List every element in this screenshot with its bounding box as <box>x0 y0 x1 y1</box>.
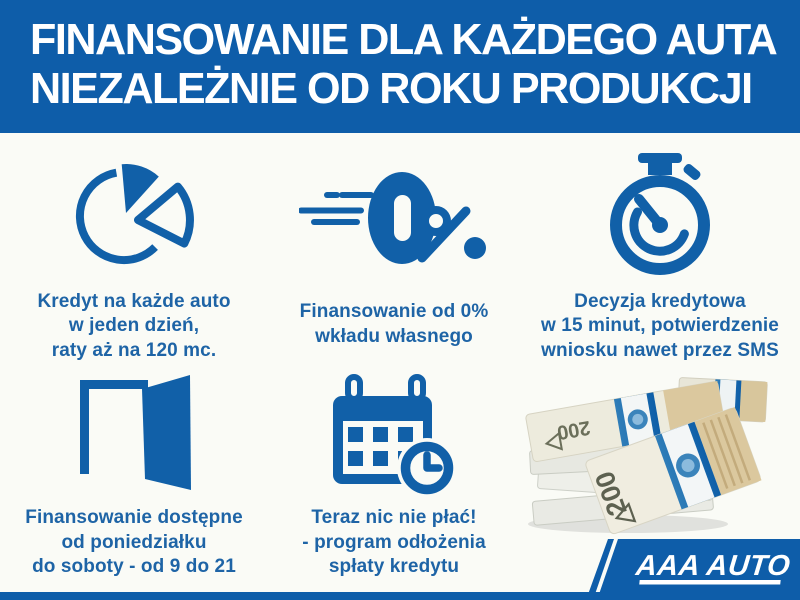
zero-percent-icon <box>299 145 489 297</box>
feature-availability: Finansowanie dostępne od poniedziałku do… <box>0 363 268 592</box>
feature-zero-percent: Finansowanie od 0% wkładu własnego <box>268 133 520 363</box>
banknote-bundle-front: 200 <box>585 406 762 535</box>
logo-underline <box>639 580 781 585</box>
logo-text: AAA AUTO <box>633 550 792 582</box>
calendar-clock-icon <box>330 367 458 503</box>
feature-decision: Decyzja kredytowa w 15 minut, potwierdze… <box>520 133 800 363</box>
feature-caption: Kredyt na każde auto w jeden dzień, raty… <box>37 290 231 361</box>
feature-deferral: Teraz nic nie płać! - program odłożenia … <box>268 363 520 592</box>
feature-credit: Kredyt na każde auto w jeden dzień, raty… <box>0 133 268 363</box>
header-line-2: NIEZALEŻNIE OD ROKU PRODUKCJI <box>30 64 753 113</box>
bottom-bar <box>0 592 800 600</box>
logo-stripe <box>588 539 614 600</box>
header-banner: FINANSOWANIE DLA KAŻDEGO AUTA NIEZALEŻNI… <box>0 0 800 133</box>
logo-flag <box>597 539 800 600</box>
header-line-1: FINANSOWANIE DLA KAŻDEGO AUTA <box>30 15 778 64</box>
aaa-auto-logo: AAA AUTO <box>588 539 800 600</box>
banknote-stacks-image: 200 200 <box>518 352 768 542</box>
stopwatch-icon <box>603 145 718 287</box>
open-door-icon <box>72 367 197 503</box>
feature-caption: Decyzja kredytowa w 15 minut, potwierdze… <box>541 290 779 361</box>
feature-caption: Finansowanie od 0% wkładu własnego <box>299 301 489 347</box>
feature-grid: Kredyt na każde auto w jeden dzień, raty… <box>0 133 800 592</box>
feature-caption: Finansowanie dostępne od poniedziałku do… <box>25 507 243 577</box>
pie-chart-icon <box>74 145 194 287</box>
feature-caption: Teraz nic nie płać! - program odłożenia … <box>302 507 486 577</box>
